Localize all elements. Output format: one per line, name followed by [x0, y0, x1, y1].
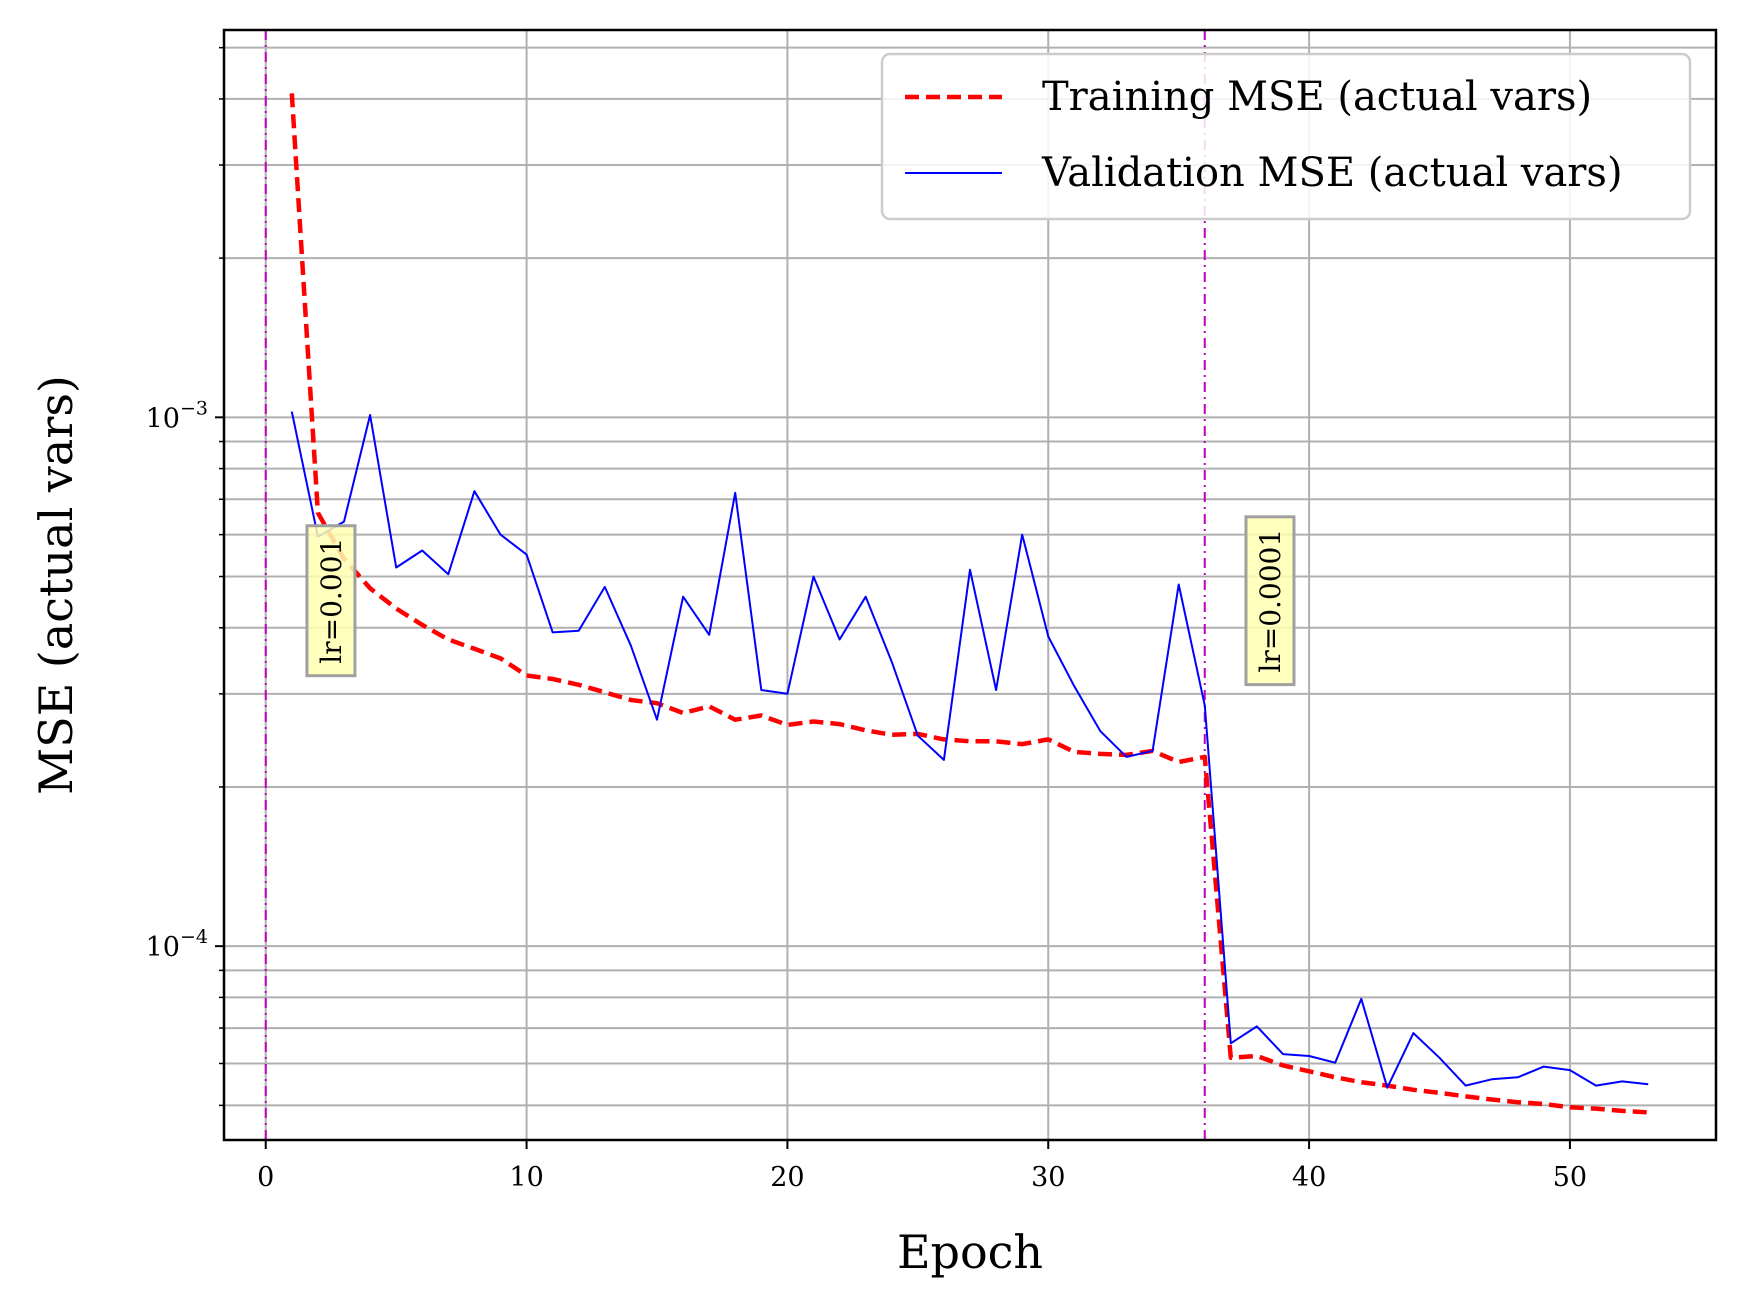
x-tick-label: 30: [1031, 1162, 1065, 1193]
x-tick-label: 50: [1553, 1162, 1587, 1193]
plot-series: [289, 93, 1649, 1115]
grid-lines: [224, 30, 1716, 1140]
legend-box: [880, 52, 1692, 221]
x-axis-title: Epoch: [897, 1225, 1043, 1279]
annotations: lr=0.001 lr=0.0001: [305, 515, 1296, 687]
legend: Training MSE (actual vars) Validation MSE…: [880, 52, 1692, 221]
y-tick-label: 10−3: [146, 397, 208, 434]
lr-annotation: lr=0.0001: [1244, 515, 1296, 687]
x-tick-label: 0: [257, 1162, 274, 1193]
legend-training-label: Training MSE (actual vars): [1042, 74, 1592, 120]
lr-annotation-box: [305, 524, 357, 678]
legend-validation-label: Validation MSE (actual vars): [1041, 150, 1623, 196]
lr-annotation-text: lr=0.0001: [1254, 529, 1287, 673]
y-axis-title: MSE (actual vars): [29, 375, 83, 795]
lr-annotation: lr=0.001: [305, 524, 357, 678]
axes: 0 10 20 30 40 50 10−4 10−3: [146, 28, 1718, 1193]
lr-annotation-text: lr=0.001: [315, 538, 348, 664]
axes-frame: [222, 28, 1718, 1142]
validation-mse-line: [290, 411, 1649, 1089]
y-tick-label: 10−4: [146, 926, 208, 963]
training-mse-line: [289, 93, 1649, 1115]
lr-annotation-box: [1244, 515, 1296, 687]
x-tick-label: 20: [770, 1162, 804, 1193]
x-tick-label: 10: [509, 1162, 543, 1193]
x-tick-label: 40: [1292, 1162, 1326, 1193]
